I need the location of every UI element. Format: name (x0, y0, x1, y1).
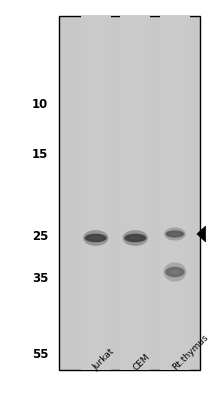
Polygon shape (197, 226, 205, 242)
Bar (59, 16, 200, 370)
Ellipse shape (166, 230, 184, 238)
Text: 35: 35 (32, 272, 48, 284)
Bar (121, 16, 150, 370)
Text: 25: 25 (32, 230, 48, 242)
Text: Rt.thymus: Rt.thymus (171, 333, 210, 372)
Ellipse shape (123, 230, 148, 246)
Ellipse shape (129, 236, 141, 240)
Text: 15: 15 (32, 148, 48, 160)
Ellipse shape (169, 270, 180, 274)
Bar (160, 16, 190, 370)
Ellipse shape (163, 262, 186, 282)
Text: 55: 55 (32, 348, 48, 360)
Ellipse shape (124, 234, 146, 242)
Ellipse shape (170, 233, 180, 235)
Text: Jurkat: Jurkat (92, 347, 117, 372)
Text: 10: 10 (32, 98, 48, 110)
Ellipse shape (85, 234, 107, 242)
Bar (81, 16, 110, 370)
Text: CEM: CEM (131, 352, 151, 372)
Ellipse shape (165, 267, 185, 277)
Ellipse shape (83, 230, 108, 246)
Ellipse shape (164, 227, 186, 240)
Ellipse shape (90, 236, 102, 240)
